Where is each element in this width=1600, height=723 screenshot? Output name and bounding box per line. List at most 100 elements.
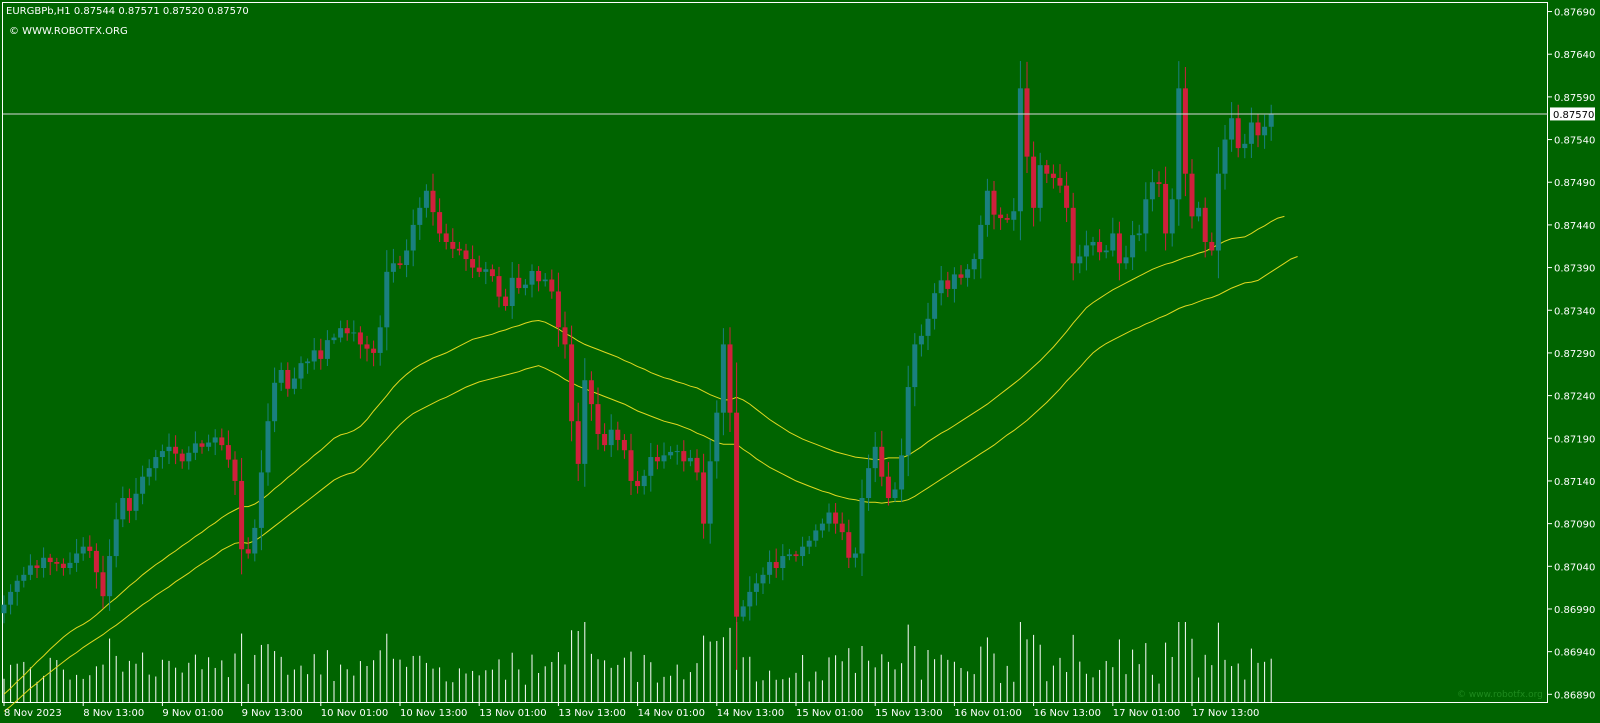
candle-body-58: [384, 271, 390, 328]
candle-body-40: [265, 421, 271, 473]
candle-body-132: [872, 446, 878, 469]
candle-body-134: [885, 476, 891, 499]
candle-body-103: [681, 451, 687, 462]
candle-body-125: [826, 512, 832, 524]
candle-body-169: [1116, 233, 1122, 264]
candle-body-175: [1156, 182, 1162, 184]
candle-body-166: [1097, 241, 1103, 253]
candle-body-26: [173, 446, 179, 454]
candle-body-13: [87, 546, 93, 551]
candle-body-53: [351, 332, 357, 334]
candle-body-106: [701, 472, 707, 524]
candle-body-2: [14, 580, 20, 592]
x-tick-label-10: 15 Nov 01:00: [796, 708, 863, 719]
y-tick-label-6: 0.87390: [1554, 264, 1595, 275]
candle-body-164: [1083, 245, 1089, 257]
candle-body-39: [258, 472, 264, 528]
candle-body-143: [945, 280, 951, 289]
current-price-label: 0.87570: [1553, 110, 1594, 121]
candle-body-126: [833, 512, 839, 524]
x-tick-label-11: 15 Nov 13:00: [875, 708, 942, 719]
candle-body-174: [1149, 182, 1155, 200]
candle-body-163: [1077, 256, 1083, 264]
candle-body-96: [635, 480, 641, 487]
candle-body-178: [1176, 88, 1182, 200]
candle-body-112: [740, 606, 746, 617]
candle-body-170: [1123, 257, 1129, 264]
candle-body-27: [179, 453, 185, 462]
candle-body-52: [344, 328, 350, 334]
y-tick-label-5: 0.87440: [1554, 221, 1595, 232]
candle-body-22: [146, 468, 152, 477]
candle-body-108: [714, 412, 720, 462]
candle-body-31: [206, 442, 212, 447]
candle-body-118: [780, 556, 786, 569]
y-tick-label-7: 0.87340: [1554, 306, 1595, 317]
candle-body-49: [324, 340, 330, 359]
x-tick-label-12: 16 Nov 01:00: [954, 708, 1021, 719]
candle-body-90: [595, 404, 601, 435]
candle-body-73: [483, 269, 489, 272]
candle-body-120: [793, 554, 799, 557]
candle-body-14: [93, 550, 99, 573]
candle-body-19: [126, 498, 132, 511]
candle-body-72: [476, 267, 482, 272]
y-tick-label-9: 0.87240: [1554, 392, 1595, 403]
candle-body-127: [839, 523, 845, 533]
candle-body-11: [74, 553, 80, 563]
candle-body-100: [661, 455, 667, 462]
candle-body-190: [1255, 122, 1261, 136]
candle-body-177: [1169, 199, 1175, 234]
candle-body-46: [305, 361, 311, 364]
candle-body-191: [1262, 126, 1268, 136]
candle-body-63: [417, 207, 423, 225]
candle-body-130: [859, 498, 865, 554]
candle-body-62: [410, 224, 416, 251]
candle-body-159: [1050, 173, 1056, 178]
candle-body-135: [892, 489, 898, 499]
candle-body-84: [555, 291, 561, 328]
candle-body-45: [298, 363, 304, 379]
candle-body-16: [107, 556, 113, 597]
x-tick-label-5: 10 Nov 13:00: [400, 708, 467, 719]
candle-body-152: [1004, 218, 1010, 220]
candle-body-34: [225, 445, 231, 460]
x-tick-label-7: 13 Nov 13:00: [558, 708, 625, 719]
candle-body-43: [285, 369, 291, 389]
y-tick-label-12: 0.87090: [1554, 520, 1595, 531]
candle-body-138: [912, 344, 918, 388]
candle-body-64: [423, 190, 429, 208]
candle-body-74: [489, 269, 495, 277]
x-tick-label-14: 17 Nov 01:00: [1113, 708, 1180, 719]
candle-body-28: [186, 452, 192, 462]
candle-body-144: [951, 274, 957, 289]
candle-body-158: [1044, 165, 1050, 174]
y-tick-label-4: 0.87490: [1554, 178, 1595, 189]
candle-body-153: [1011, 211, 1017, 220]
candle-body-70: [463, 250, 469, 260]
candle-body-171: [1130, 235, 1136, 258]
candle-body-136: [899, 455, 905, 490]
y-tick-label-13: 0.87040: [1554, 562, 1595, 573]
candle-body-71: [470, 259, 476, 268]
candle-body-110: [727, 344, 733, 413]
candle-body-116: [767, 562, 773, 575]
candle-body-145: [958, 274, 964, 278]
x-tick-label-4: 10 Nov 01:00: [321, 708, 388, 719]
x-tick-label-9: 14 Nov 13:00: [717, 708, 784, 719]
candle-body-48: [318, 350, 324, 359]
candle-body-24: [159, 451, 165, 458]
candle-body-4: [27, 565, 33, 575]
candle-body-88: [582, 380, 588, 464]
candle-body-50: [331, 337, 337, 341]
candle-body-184: [1215, 173, 1221, 251]
candle-body-5: [34, 565, 40, 569]
candle-body-21: [140, 476, 146, 494]
candle-body-181: [1196, 207, 1202, 217]
candle-body-36: [239, 480, 245, 550]
copyright-label: © WWW.ROBOTFX.ORG: [9, 26, 128, 37]
candle-body-192: [1268, 113, 1274, 127]
candle-body-98: [648, 457, 654, 476]
candle-body-81: [536, 270, 542, 282]
